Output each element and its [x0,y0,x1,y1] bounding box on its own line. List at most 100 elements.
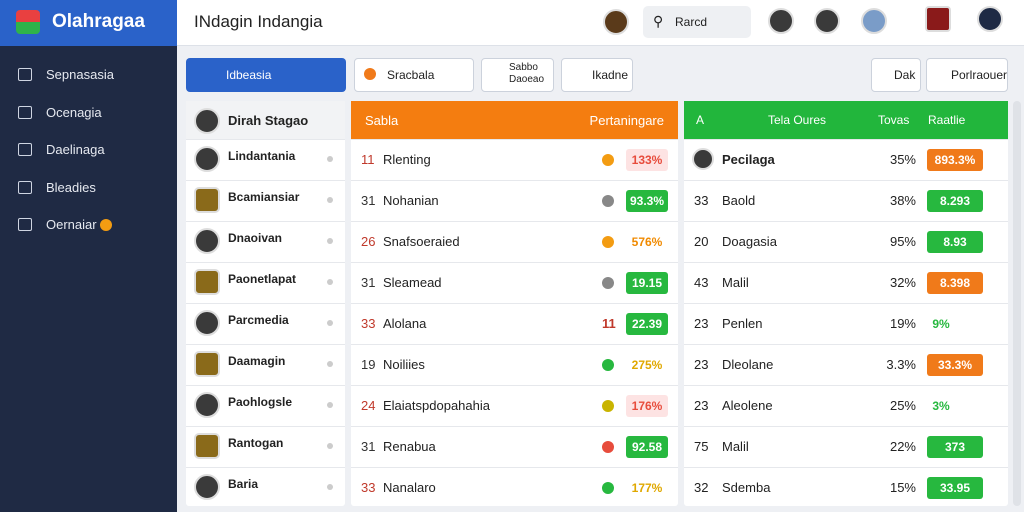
top-bar: INdagin Indangia ⚲ Rarcd [177,0,1024,46]
rank-name: Malil [722,439,749,454]
right-button[interactable]: Porlraouer [926,58,1008,92]
match-row[interactable]: 31 Sleamead 19.15 [351,262,678,303]
player-row[interactable]: Bcamiansiar [186,180,345,221]
rank-number: 23 [694,357,709,372]
rank-value: 8.293 [927,190,983,212]
match-row[interactable]: 11 Rlenting 133% [351,139,678,180]
rank-name: Baold [722,193,756,208]
player-row[interactable]: Rantogan [186,426,345,467]
rank-name: Aleolene [722,398,773,413]
player-name: Bcamiansiar [228,190,300,204]
search-text: Rarcd [675,15,708,29]
match-icon [602,154,614,166]
rank-name: Dleolane [722,357,774,372]
match-row[interactable]: 31 Renabua 92.58 [351,426,678,467]
player-name: Baria [228,477,259,491]
sidebar-item[interactable]: Bleadies [0,173,177,203]
match-name: Nohanian [383,193,439,208]
ranking-row[interactable]: 43 Malil 32% 8.398 [684,262,1008,303]
sidebar-icon [18,180,32,194]
status-dot [327,279,333,285]
ranking-row[interactable]: Pecilaga 35% 893.3% [684,139,1008,180]
scrollbar[interactable] [1013,101,1021,506]
status-dot [327,320,333,326]
rank-percent: 19% [889,316,916,331]
team-icon[interactable] [603,9,629,35]
rank-name: Sdemba [722,480,771,495]
user-avatar[interactable] [768,8,794,34]
club-icon[interactable] [925,6,951,32]
match-number: 31 [361,193,376,208]
player-name: Paohlogsle [228,395,293,409]
rank-number: 23 [694,316,709,331]
player-avatar [194,269,220,295]
search-box[interactable]: ⚲ Rarcd [643,6,751,38]
match-icon [602,236,614,248]
player-avatar [194,351,220,377]
rank-value: 8.93 [927,231,983,253]
header-text: A [696,113,705,127]
user-avatar[interactable] [814,8,840,34]
player-name: Parcmedia [228,313,289,327]
match-icon [602,359,614,371]
ranking-row[interactable]: 75 Malil 22% 373 [684,426,1008,467]
right-button[interactable]: Dak [871,58,921,92]
match-row[interactable]: 24 Elaiatspdopahahia 176% [351,385,678,426]
notification-icon[interactable] [861,8,887,34]
player-row[interactable]: Daamagin [186,344,345,385]
match-value: 275% [631,358,663,372]
match-row[interactable]: 33 Nanalaro 177% [351,467,678,508]
rank-number: 23 [694,398,709,413]
sidebar-item[interactable]: Sepnasasia [0,60,177,90]
player-row[interactable]: Baria [186,467,345,508]
rank-number: 43 [694,275,709,290]
ranking-row[interactable]: 23 Dleolane 3.3% 33.3% [684,344,1008,385]
player-name: Lindantania [228,149,296,163]
rank-percent: 38% [889,193,916,208]
ranking-row[interactable]: 20 Doagasia 95% 8.93 [684,221,1008,262]
rank-percent: 25% [889,398,916,413]
button-line: Daoeao [509,74,545,85]
dropdown[interactable]: Sracbala [354,58,474,92]
match-icon [602,482,614,494]
match-value: 19.15 [626,272,668,294]
match-row[interactable]: 31 Nohanian 93.3% [351,180,678,221]
player-row[interactable]: Paohlogsle [186,385,345,426]
match-row[interactable]: 19 Noiliies 275% [351,344,678,385]
match-number: 33 [361,316,376,331]
ranking-row[interactable]: 32 Sdemba 15% 33.95 [684,467,1008,508]
primary-button[interactable]: Idbeasia [186,58,346,92]
status-dot [327,402,333,408]
match-value: 576% [631,235,663,249]
player-row[interactable]: Lindantania [186,139,345,180]
ranking-row[interactable]: 33 Baold 38% 8.293 [684,180,1008,221]
header-text: Pertaningare [589,113,664,128]
player-avatar [194,310,220,336]
player-avatar [194,108,220,134]
player-row[interactable]: Parcmedia [186,303,345,344]
header-text: Tela Oures [768,113,827,127]
sidebar-item[interactable]: Oernaiar [0,210,177,240]
match-row[interactable]: 26 Snafsoeraied 576% [351,221,678,262]
rank-percent: 32% [889,275,916,290]
player-row[interactable]: Dnaoivan [186,221,345,262]
dropdown-icon [364,68,376,80]
sidebar-item[interactable]: Daelinaga [0,135,177,165]
profile-avatar[interactable] [977,6,1003,32]
match-row[interactable]: 33 Alolana 11 22.39 [351,303,678,344]
status-dot [327,484,333,490]
player-row[interactable]: Paonetlapat [186,262,345,303]
player-name: Daamagin [228,354,286,368]
stacked-button[interactable]: Sabbo Daoeao [481,58,554,92]
match-number: 33 [361,480,376,495]
match-number: 26 [361,234,376,249]
ranking-row[interactable]: 23 Penlen 19% 9% [684,303,1008,344]
sidebar-item[interactable]: Ocenagia [0,98,177,128]
tab-button[interactable]: Ikadne [561,58,633,92]
match-name: Renabua [383,439,436,454]
rank-percent: 95% [889,234,916,249]
player-name: Dnaoivan [228,231,283,245]
rank-name: Penlen [722,316,763,331]
ranking-row[interactable]: 23 Aleolene 25% 3% [684,385,1008,426]
brand-logo [16,10,40,34]
